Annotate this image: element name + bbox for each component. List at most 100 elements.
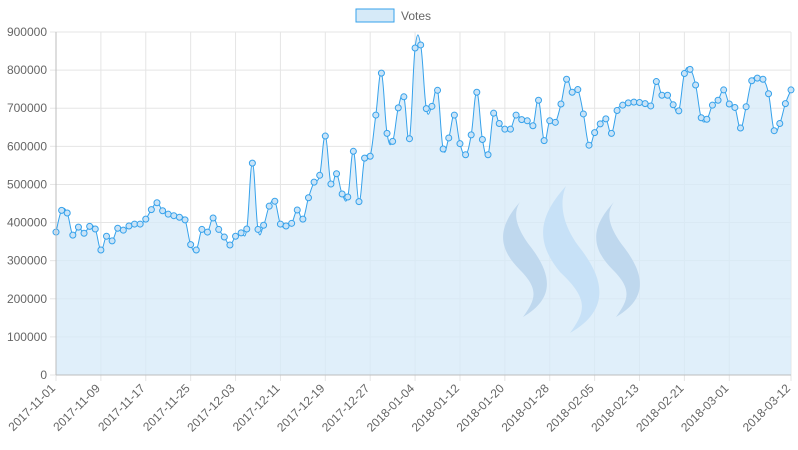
data-point[interactable] [501,125,509,133]
data-point[interactable] [467,131,475,139]
data-point[interactable] [361,154,369,162]
data-point[interactable] [417,41,425,49]
data-point[interactable] [310,178,318,186]
data-point[interactable] [686,65,694,73]
data-point[interactable] [276,220,284,228]
legend-label-votes[interactable]: Votes [401,9,431,23]
data-point[interactable] [192,246,200,254]
data-point[interactable] [203,228,211,236]
data-point[interactable] [781,100,789,108]
data-point[interactable] [282,222,290,230]
data-point[interactable] [574,86,582,94]
data-point[interactable] [737,124,744,132]
data-point[interactable] [579,110,587,118]
data-point[interactable] [759,75,767,83]
data-point[interactable] [114,224,122,232]
data-point[interactable] [473,88,481,96]
data-point[interactable] [742,103,750,111]
data-point[interactable] [209,214,217,222]
data-point[interactable] [91,225,99,233]
data-point[interactable] [159,207,167,215]
data-point[interactable] [636,99,644,107]
data-point[interactable] [787,86,795,94]
data-point[interactable] [372,111,380,119]
data-point[interactable] [136,220,144,228]
data-point[interactable] [428,102,436,110]
data-point[interactable] [389,137,397,145]
data-point[interactable] [434,86,442,94]
data-point[interactable] [422,105,430,113]
data-point[interactable] [97,246,105,254]
data-point[interactable] [288,219,296,227]
data-point[interactable] [714,96,722,104]
data-point[interactable] [753,74,761,82]
data-point[interactable] [355,198,363,206]
data-point[interactable] [103,232,110,240]
data-point[interactable] [400,93,408,101]
data-point[interactable] [708,101,716,109]
data-point[interactable] [321,132,329,140]
data-point[interactable] [243,225,251,233]
data-point[interactable] [602,115,610,123]
data-point[interactable] [720,86,728,94]
data-point[interactable] [462,151,470,159]
data-point[interactable] [232,232,240,240]
data-point[interactable] [619,101,627,109]
data-point[interactable] [265,202,273,210]
data-point[interactable] [647,102,655,110]
data-point[interactable] [652,78,660,86]
data-point[interactable] [394,104,402,112]
data-point[interactable] [692,81,700,89]
data-point[interactable] [237,229,245,237]
data-point[interactable] [439,145,447,153]
data-point[interactable] [512,111,520,119]
data-point[interactable] [456,140,464,148]
data-point[interactable] [69,231,77,239]
data-point[interactable] [58,206,66,214]
data-point[interactable] [108,237,116,245]
data-point[interactable] [630,98,638,106]
data-point[interactable] [260,221,268,229]
data-point[interactable] [725,100,733,108]
data-point[interactable] [731,103,739,111]
data-point[interactable] [658,91,666,99]
data-point[interactable] [484,151,492,159]
data-point[interactable] [366,152,374,160]
data-point[interactable] [170,212,178,220]
data-point[interactable] [304,194,312,202]
data-point[interactable] [411,44,419,52]
data-point[interactable] [142,215,150,223]
data-point[interactable] [63,209,71,217]
data-point[interactable] [776,119,784,127]
data-point[interactable] [254,225,262,233]
data-point[interactable] [540,137,548,145]
data-point[interactable] [327,180,335,188]
data-point[interactable] [765,90,773,98]
data-point[interactable] [383,129,391,137]
data-point[interactable] [333,170,341,178]
data-point[interactable] [220,233,228,241]
data-point[interactable] [478,135,486,143]
data-point[interactable] [198,225,206,233]
data-point[interactable] [669,101,677,109]
legend[interactable]: Votes [355,8,431,23]
data-point[interactable] [405,135,413,143]
data-point[interactable] [607,129,615,137]
data-point[interactable] [181,216,189,224]
data-point[interactable] [349,147,357,155]
data-point[interactable] [490,109,498,117]
data-point[interactable] [215,225,223,233]
data-point[interactable] [770,127,778,135]
data-point[interactable] [86,222,94,230]
data-point[interactable] [131,220,139,228]
data-point[interactable] [748,77,756,85]
data-point[interactable] [613,107,621,115]
data-point[interactable] [377,69,385,77]
data-point[interactable] [557,100,565,108]
data-point[interactable] [338,190,346,198]
data-point[interactable] [226,241,234,249]
data-point[interactable] [697,114,705,122]
data-point[interactable] [585,141,593,149]
data-point[interactable] [506,125,514,133]
data-point[interactable] [624,99,632,107]
